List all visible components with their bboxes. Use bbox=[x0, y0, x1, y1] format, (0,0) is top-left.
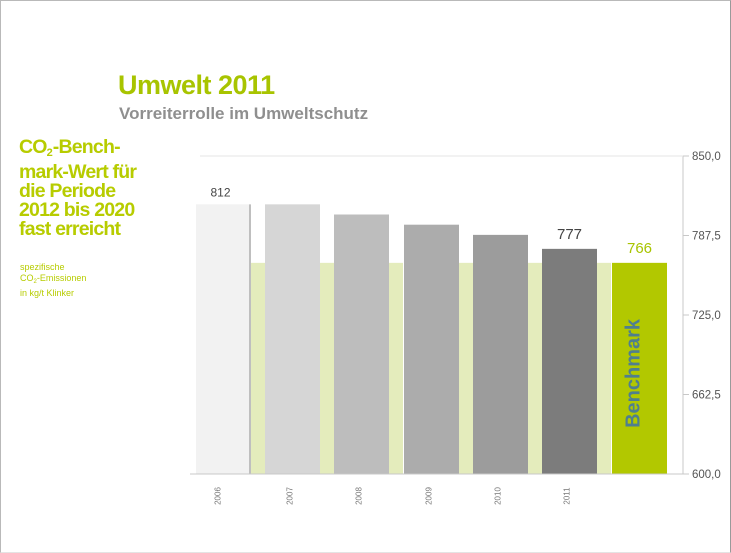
bar-2006 bbox=[196, 204, 251, 474]
bar-2008 bbox=[334, 214, 389, 474]
x-tick-label: 2011 bbox=[563, 487, 572, 505]
headline-line-3: die Periode bbox=[19, 180, 116, 202]
page-subtitle: Vorreiterrolle im Umweltschutz bbox=[119, 104, 369, 123]
data-label: 766 bbox=[627, 240, 652, 257]
data-label: 777 bbox=[557, 226, 582, 243]
unit-note-line-1: spezifische bbox=[20, 262, 65, 272]
benchmark-band-segment bbox=[459, 262, 473, 474]
benchmark-band-segment bbox=[389, 262, 403, 474]
benchmark-band-segment bbox=[528, 262, 542, 474]
benchmark-band-segment bbox=[597, 262, 611, 474]
bar-benchmark bbox=[612, 262, 667, 474]
headline-line-5: fast erreicht bbox=[19, 218, 121, 240]
y-tick-label: 600,0 bbox=[692, 469, 721, 481]
y-tick-label: 662,5 bbox=[692, 390, 721, 402]
bar-2011 bbox=[542, 248, 597, 474]
page-title: Umwelt 2011 bbox=[118, 70, 275, 100]
headline-line-2: mark-Wert für bbox=[19, 161, 137, 183]
headline-line-4: 2012 bis 2020 bbox=[19, 199, 135, 221]
y-tick-label: 850,0 bbox=[692, 151, 721, 163]
y-tick-label: 787,5 bbox=[692, 231, 721, 243]
side-headline: CO2-Bench- mark-Wert für die Periode 201… bbox=[19, 136, 189, 240]
benchmark-band-segment bbox=[251, 262, 265, 474]
headline-line-1: CO2-Bench- bbox=[19, 136, 121, 159]
x-tick-label: 2007 bbox=[286, 487, 295, 505]
bar-2010 bbox=[473, 234, 528, 474]
benchmark-label: Benchmark bbox=[623, 318, 645, 428]
data-label: 812 bbox=[210, 185, 230, 199]
x-tick-label: 2008 bbox=[355, 487, 364, 505]
benchmark-band-segment bbox=[320, 262, 334, 474]
x-tick-label: 2006 bbox=[214, 487, 223, 505]
bar-2009 bbox=[404, 224, 459, 474]
y-tick-label: 725,0 bbox=[692, 310, 721, 322]
x-tick-label: 2009 bbox=[425, 487, 434, 505]
x-tick-label: 2010 bbox=[494, 487, 503, 505]
unit-note-line-3: in kg/t Klinker bbox=[20, 288, 75, 298]
unit-note: spezifische CO2-Emissionen in kg/t Klink… bbox=[20, 262, 170, 299]
bar-2007 bbox=[265, 204, 320, 474]
unit-note-line-2: CO2-Emissionen bbox=[20, 273, 87, 285]
